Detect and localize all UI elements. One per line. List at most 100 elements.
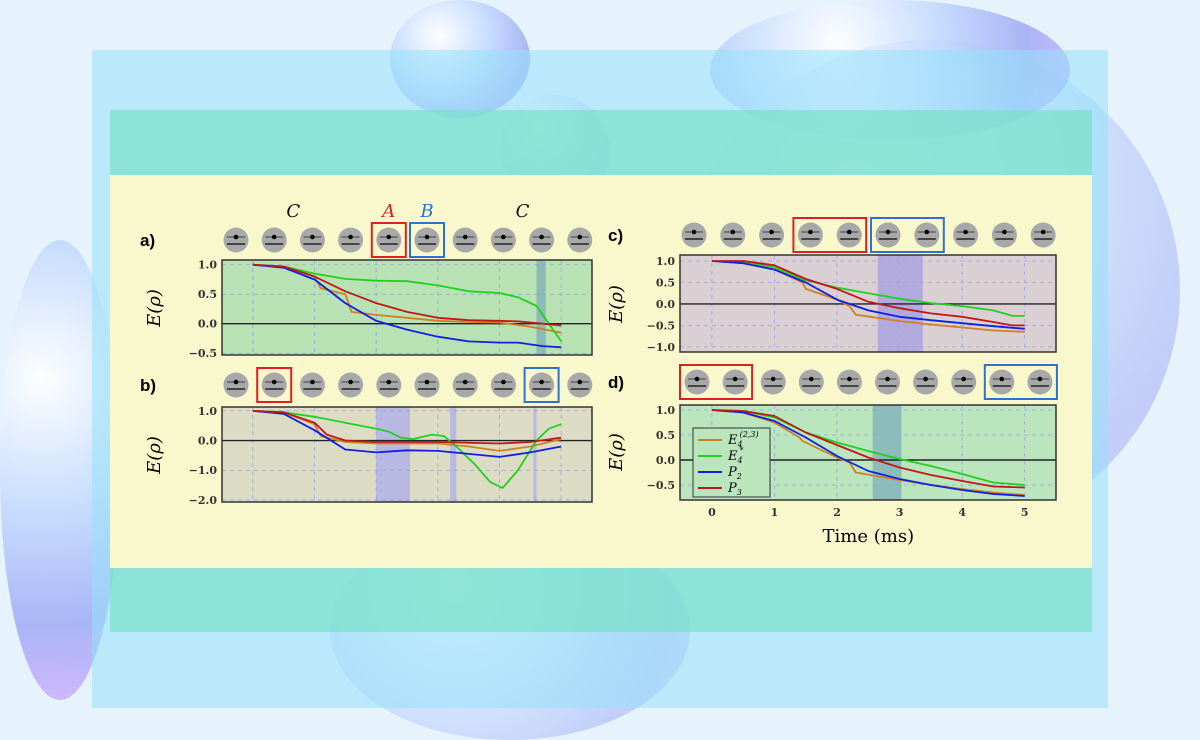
series-line-P3 xyxy=(711,260,1025,327)
trapped-ion-icon xyxy=(567,372,593,398)
ion-electron xyxy=(501,379,506,385)
y-tick-label: 0.5 xyxy=(198,288,217,301)
trapped-ion-icon xyxy=(567,227,593,253)
x-tick-label: 4 xyxy=(958,506,966,519)
ion-circle xyxy=(223,372,249,398)
ion-electron xyxy=(462,234,468,240)
legend-item: E4* xyxy=(698,446,744,465)
y-tick-label: 0.0 xyxy=(198,435,217,448)
ion-circle xyxy=(567,372,593,398)
ion-electron xyxy=(501,234,506,240)
trapped-ion-icon xyxy=(951,369,977,395)
ion-circle xyxy=(261,372,287,398)
ion-electron xyxy=(730,229,736,235)
series-line-P3 xyxy=(252,410,562,445)
y-tick-label: 0.0 xyxy=(656,454,675,467)
ion-electron xyxy=(386,379,392,385)
ion-electron xyxy=(539,234,544,240)
trapped-ion-icon xyxy=(299,372,325,398)
ion-circle xyxy=(989,369,1015,395)
ion-circle xyxy=(414,372,440,398)
trapped-ion-icon xyxy=(1030,222,1056,248)
trapped-ion-icon xyxy=(414,227,440,253)
legend-subscript: 2 xyxy=(736,472,742,481)
ion-circle xyxy=(223,227,249,253)
ion-circle xyxy=(722,369,748,395)
ion-electron xyxy=(310,379,315,385)
trapped-ion-icon xyxy=(991,222,1017,248)
ion-circle xyxy=(681,222,707,248)
series-line-P2 xyxy=(711,409,1025,497)
ion-circle xyxy=(529,372,555,398)
y-tick-label: −1.0 xyxy=(189,464,218,477)
trapped-ion-icon xyxy=(798,369,824,395)
y-tick-label: −0.5 xyxy=(647,319,675,332)
series-line-P2 xyxy=(252,263,562,349)
ion-electron xyxy=(1040,229,1046,235)
ion-electron xyxy=(963,229,968,235)
y-tick-label: 0.5 xyxy=(656,276,675,289)
x-axis-label: Time (ms) xyxy=(823,526,915,547)
x-tick-label: 3 xyxy=(896,506,904,519)
shaded-region xyxy=(450,407,457,502)
series-line-E4_star xyxy=(711,260,1025,317)
ion-electron xyxy=(770,376,776,382)
blue-box xyxy=(870,217,945,253)
ion-circle xyxy=(529,227,555,253)
trapped-ion-icon xyxy=(720,222,746,248)
ion-electron xyxy=(846,229,852,235)
trapped-ion-icon xyxy=(875,369,900,395)
ion-circle xyxy=(299,372,325,398)
trapped-ion-icon xyxy=(338,372,364,398)
ion-electron xyxy=(769,229,774,235)
trapped-ion-icon xyxy=(953,222,979,248)
trapped-ion-icon xyxy=(223,227,249,253)
plot-background xyxy=(222,260,592,355)
ion-electron xyxy=(694,376,700,382)
ion-circle xyxy=(720,222,746,248)
ion-circle xyxy=(299,227,325,253)
trapped-ion-icon xyxy=(338,227,364,253)
trapped-ion-icon xyxy=(759,222,785,248)
ion-group-label: A xyxy=(380,201,395,222)
ion-circle xyxy=(797,222,823,248)
trapped-ion-icon xyxy=(875,222,901,248)
ion-electron xyxy=(271,379,277,385)
ion-electron xyxy=(961,376,966,382)
bottom-band xyxy=(110,568,1092,632)
trapped-ion-icon xyxy=(797,222,823,248)
y-tick-label: −0.5 xyxy=(647,479,675,492)
ion-electron xyxy=(809,376,814,382)
ion-electron xyxy=(271,234,277,240)
trapped-ion-icon xyxy=(261,227,287,253)
trapped-ion-icon xyxy=(223,372,249,398)
ion-circle xyxy=(759,222,785,248)
trapped-ion-icon xyxy=(722,369,748,395)
series-line-P2 xyxy=(711,260,1025,330)
ion-circle xyxy=(490,227,516,253)
legend-subscript: 3 xyxy=(737,488,742,497)
red-box xyxy=(792,217,868,253)
trapped-ion-icon xyxy=(261,372,287,398)
legend-label: E4* xyxy=(727,446,744,465)
y-axis-label: E(ρ) xyxy=(144,436,165,475)
ion-electron xyxy=(462,379,468,385)
shaded-region xyxy=(533,407,537,502)
ion-circle xyxy=(875,222,901,248)
red-box xyxy=(679,364,754,400)
plot-frame xyxy=(221,259,593,356)
ion-electron xyxy=(577,379,583,385)
x-tick-label: 2 xyxy=(833,506,841,519)
panel-label: d) xyxy=(608,373,624,392)
plot-frame xyxy=(679,404,1057,501)
trapped-ion-icon xyxy=(299,227,325,253)
ion-circle xyxy=(338,372,364,398)
ion-electron xyxy=(924,229,930,235)
trapped-ion-icon xyxy=(989,369,1015,395)
ion-group-label: C xyxy=(286,201,300,222)
x-tick-label: 1 xyxy=(771,506,779,519)
ion-electron xyxy=(424,379,430,385)
trapped-ion-icon xyxy=(914,222,940,248)
chart-panel-b: b) 1.0 0.0 −1.0 −2.0 E(ρ) xyxy=(140,367,593,507)
